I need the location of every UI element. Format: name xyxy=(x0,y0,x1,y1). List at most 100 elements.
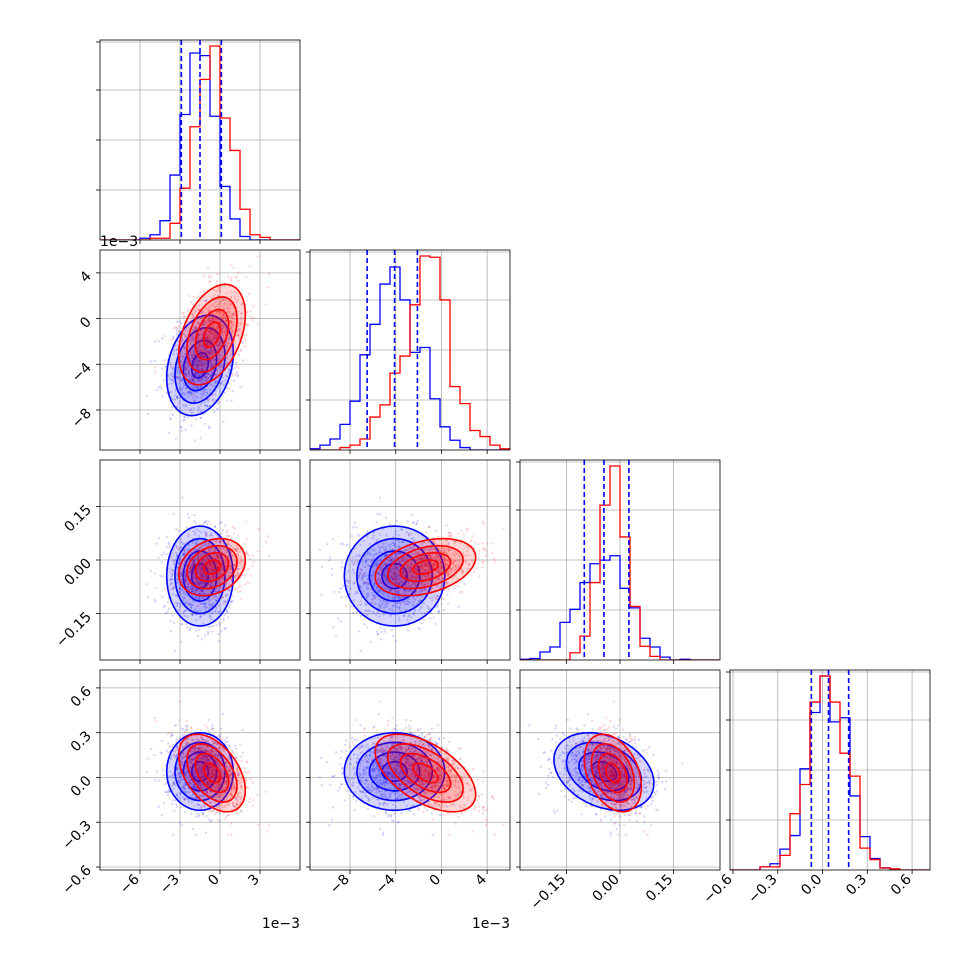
sample-point-blue xyxy=(189,627,192,630)
sample-point-blue xyxy=(204,350,207,354)
sample-point-blue xyxy=(212,624,215,628)
sample-point-red xyxy=(177,375,180,378)
sample-point-red xyxy=(207,558,210,561)
sample-point-blue xyxy=(186,594,189,597)
sample-point-red xyxy=(196,378,199,381)
sample-point-blue xyxy=(171,587,175,590)
sample-point-red xyxy=(174,550,177,554)
sample-point-blue xyxy=(197,386,200,389)
sample-point-blue xyxy=(205,337,208,340)
sample-point-blue xyxy=(221,324,225,327)
sample-point-blue xyxy=(206,405,209,408)
sample-point-red xyxy=(184,578,187,581)
sample-point-red xyxy=(208,576,212,579)
sample-point-blue xyxy=(162,379,165,382)
sample-point-red xyxy=(225,319,229,322)
sample-point-blue xyxy=(205,351,208,354)
sample-point-blue xyxy=(199,350,202,353)
sample-point-red xyxy=(184,366,188,369)
sample-point-blue xyxy=(180,426,183,429)
sample-point-red xyxy=(245,323,248,326)
sample-point-red xyxy=(245,520,248,523)
sample-point-red xyxy=(205,336,209,339)
sample-point-red xyxy=(182,339,185,342)
sample-point-red xyxy=(200,367,204,370)
sample-point-red xyxy=(188,307,191,310)
sample-point-blue xyxy=(218,570,221,573)
sample-point-blue xyxy=(375,521,378,524)
sample-point-red xyxy=(209,274,212,278)
sample-point-blue xyxy=(208,614,211,617)
sample-point-blue xyxy=(237,567,240,571)
sample-point-blue xyxy=(210,568,214,571)
sample-point-red xyxy=(217,554,221,557)
sample-point-red xyxy=(178,559,181,562)
sample-point-blue xyxy=(183,405,186,408)
sample-point-blue xyxy=(188,378,191,382)
sample-point-red xyxy=(191,565,194,568)
sample-point-red xyxy=(236,552,239,556)
sample-point-blue xyxy=(194,521,197,524)
sample-point-blue xyxy=(205,391,208,394)
sample-point-red xyxy=(215,310,219,313)
sample-point-red xyxy=(212,574,215,577)
sample-point-red xyxy=(200,589,203,592)
sample-point-red xyxy=(224,566,227,569)
sample-point-blue xyxy=(216,582,219,585)
sample-point-red xyxy=(245,550,248,554)
sample-point-red xyxy=(198,568,202,571)
sample-point-blue xyxy=(224,316,228,319)
sample-point-blue xyxy=(173,398,177,401)
sample-point-blue xyxy=(208,567,211,570)
sample-point-blue xyxy=(202,323,205,326)
sample-point-red xyxy=(206,350,209,353)
sample-point-blue xyxy=(191,563,194,566)
sample-point-blue xyxy=(199,565,202,569)
sample-point-blue xyxy=(453,587,456,590)
sample-point-blue xyxy=(192,377,195,381)
sample-point-red xyxy=(207,334,211,338)
sample-point-blue xyxy=(176,352,179,355)
sample-point-red xyxy=(220,331,223,334)
sample-point-red xyxy=(206,337,209,340)
sample-point-blue xyxy=(210,625,213,628)
sample-point-blue xyxy=(205,372,209,375)
sample-point-blue xyxy=(146,595,149,599)
sample-point-blue xyxy=(221,529,224,532)
sample-point-blue xyxy=(183,597,186,600)
sample-point-red xyxy=(211,296,214,299)
sample-point-red xyxy=(214,327,217,330)
sample-point-red xyxy=(187,294,191,298)
sample-point-blue xyxy=(190,590,193,593)
sample-point-blue xyxy=(208,351,211,354)
sample-point-blue xyxy=(200,575,204,578)
sample-point-red xyxy=(215,310,218,313)
sample-point-red xyxy=(235,291,238,295)
sample-point-red xyxy=(196,337,200,340)
sample-point-red xyxy=(194,578,197,581)
sample-point-blue xyxy=(203,577,206,580)
sample-point-red xyxy=(212,568,216,571)
sample-point-red xyxy=(192,379,195,382)
sample-point-blue xyxy=(199,360,202,363)
sample-point-blue xyxy=(220,533,223,536)
sample-point-red xyxy=(230,537,233,540)
sample-point-blue xyxy=(205,372,208,375)
sample-point-blue xyxy=(176,366,180,369)
sample-point-blue xyxy=(432,616,435,619)
sample-point-red xyxy=(227,543,230,546)
sample-point-blue xyxy=(175,349,178,352)
sample-point-red xyxy=(197,368,200,371)
sample-point-red xyxy=(214,322,217,325)
sample-point-blue xyxy=(170,581,173,585)
sample-point-red xyxy=(230,315,233,319)
sample-point-red xyxy=(225,529,228,532)
sample-point-red xyxy=(179,556,182,559)
sample-point-red xyxy=(243,345,247,348)
sample-point-red xyxy=(200,576,203,579)
sample-point-blue xyxy=(209,582,213,585)
sample-point-blue xyxy=(175,320,179,324)
sample-point-blue xyxy=(213,610,216,613)
sample-point-red xyxy=(220,317,224,320)
sample-point-blue xyxy=(203,531,206,534)
